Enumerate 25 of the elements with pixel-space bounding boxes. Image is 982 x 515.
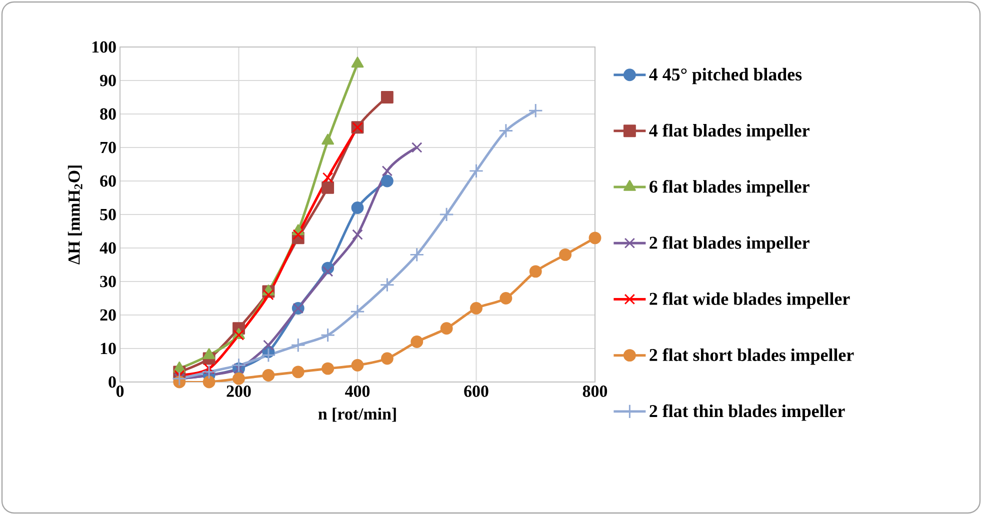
x-tick-label: 200 [226,386,251,397]
y-tick-label: 50 [100,208,116,220]
y-tick-label: 0 [108,376,116,388]
y-tick-label: 70 [100,142,116,154]
y-tick-label: 40 [100,242,116,254]
x-tick-label: 600 [464,386,488,397]
legend-label: 2 flat blades impeller [650,236,810,252]
y-tick-label: 80 [100,108,116,120]
y-tick-label: 60 [100,175,116,187]
y-axis-title: ΔH [mmH$_{2}$O] [68,166,82,264]
x-tick-label: 0 [116,386,124,397]
y-tick-label: 100 [92,41,116,53]
legend-label: 4 45° pitched blades [649,68,802,84]
y-tick-label: 20 [100,309,116,321]
legend-label: 2 flat wide blades impeller [650,292,850,309]
x-tick-label: 400 [345,386,370,397]
x-axis-title: n [rot/min] [318,408,396,422]
x-tick-label: 800 [582,386,608,397]
y-tick-label: 10 [100,342,116,354]
legend-label: 4 flat blades impeller [649,124,810,140]
y-tick-label: 90 [100,74,116,86]
legend-label: 2 flat thin blades impeller [650,404,845,421]
legend-label: 6 flat blades impeller [650,180,810,196]
y-tick-label: 30 [100,276,116,288]
legend-label: 2 flat short blades impeller [650,348,854,365]
